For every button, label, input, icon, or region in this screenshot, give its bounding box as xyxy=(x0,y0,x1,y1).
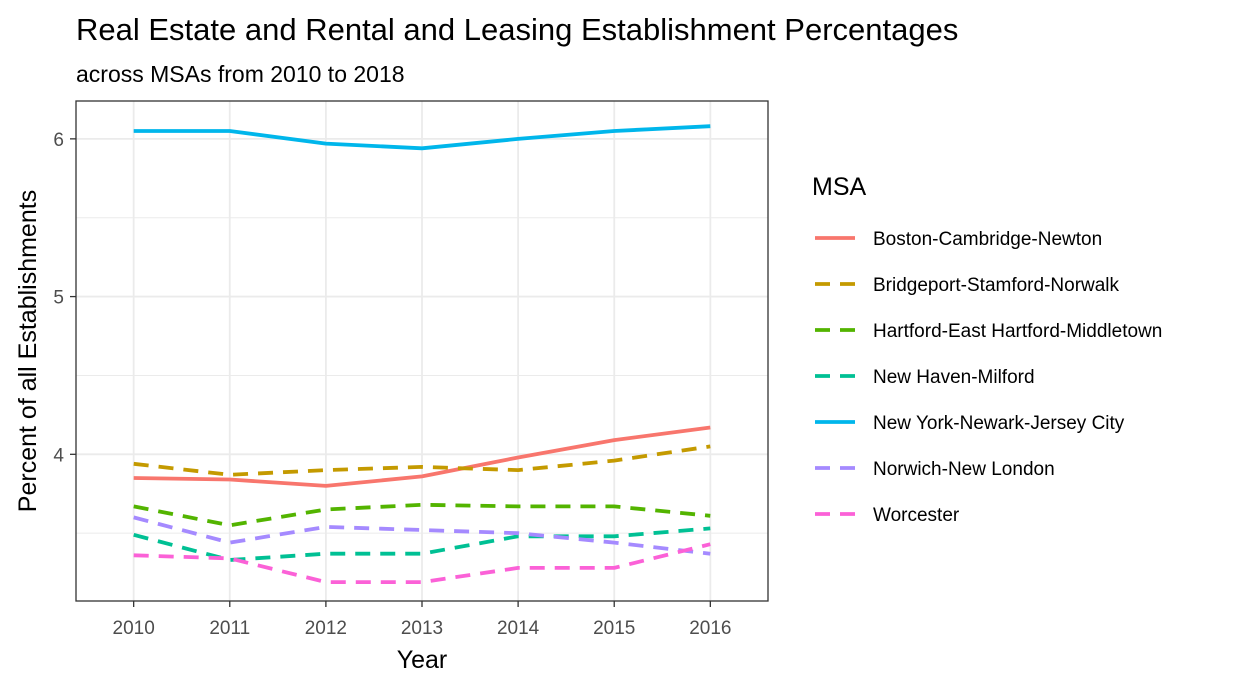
x-tick-label: 2016 xyxy=(689,618,731,639)
plot-panel xyxy=(75,100,769,602)
chart-subtitle: across MSAs from 2010 to 2018 xyxy=(76,61,405,87)
x-tick-label: 2010 xyxy=(113,618,155,639)
legend-label: New York-Newark-Jersey City xyxy=(873,413,1125,434)
legend-title: MSA xyxy=(812,173,867,201)
series-line xyxy=(133,502,711,528)
x-tick-label: 2011 xyxy=(209,618,250,639)
x-axis: 2010 2011 2012 2013 2014 2015 2016 xyxy=(113,601,731,639)
x-axis-title: Year xyxy=(397,646,448,674)
x-tick-label: 2014 xyxy=(497,618,540,639)
x-tick-label: 2015 xyxy=(593,618,635,639)
legend: MSA Boston-Cambridge-Newton Bridgeport-St… xyxy=(812,173,1162,526)
series-line xyxy=(133,124,711,151)
y-tick-label: 6 xyxy=(53,130,64,151)
legend-label: Boston-Cambridge-Newton xyxy=(873,229,1102,250)
legend-items: Boston-Cambridge-Newton Bridgeport-Stamfo… xyxy=(815,229,1162,526)
x-tick-label: 2013 xyxy=(401,618,443,639)
chart-title: Real Estate and Rental and Leasing Estab… xyxy=(76,12,958,47)
legend-label: Worcester xyxy=(873,505,960,526)
series-line xyxy=(133,526,711,562)
series-line xyxy=(133,444,711,477)
y-tick-label: 5 xyxy=(53,288,64,309)
legend-label: Hartford-East Hartford-Middletown xyxy=(873,321,1162,342)
y-axis: 4 5 6 xyxy=(53,130,76,466)
x-tick-label: 2012 xyxy=(305,618,347,639)
y-axis-title: Percent of all Establishments xyxy=(14,190,42,512)
legend-label: Bridgeport-Stamford-Norwalk xyxy=(873,275,1120,296)
series-line xyxy=(133,515,711,556)
series-line xyxy=(133,425,711,488)
series-lines xyxy=(133,124,711,584)
legend-label: New Haven-Milford xyxy=(873,367,1035,388)
y-tick-label: 4 xyxy=(53,445,64,466)
legend-label: Norwich-New London xyxy=(873,459,1055,480)
series-line xyxy=(133,542,711,584)
